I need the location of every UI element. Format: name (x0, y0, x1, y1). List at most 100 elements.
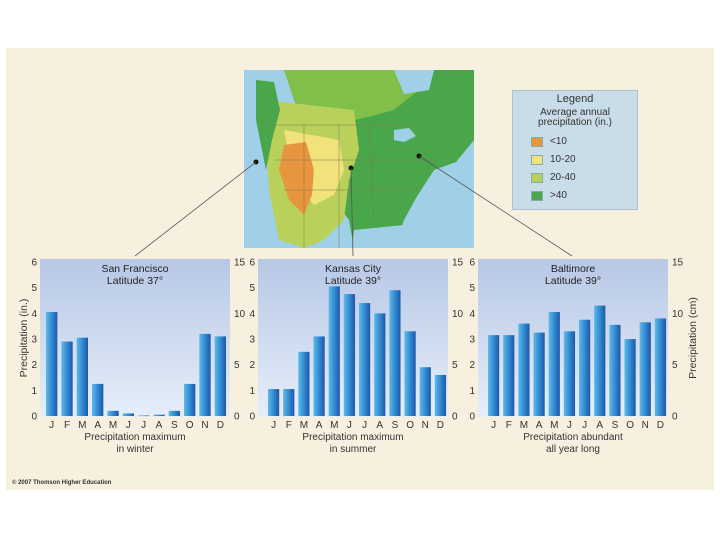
bar-M-4 (328, 286, 340, 416)
y-tick-label-cm: 15 (452, 258, 464, 269)
bar-J-6 (578, 319, 591, 416)
bar-D-11 (654, 318, 667, 416)
legend-item-label: <10 (550, 136, 567, 147)
x-tick-label: O (406, 420, 414, 431)
map-great-lakes (394, 128, 416, 142)
y-tick-label-in: 2 (469, 360, 475, 371)
y-tick-label-in: 0 (469, 412, 475, 423)
y-tick-label-cm: 5 (452, 360, 458, 371)
chart-subtitle: Latitude 39° (545, 275, 601, 287)
x-tick-label: S (171, 420, 178, 431)
bar-O-9 (183, 383, 196, 416)
bar-J-6 (358, 303, 371, 416)
map-hudson-bay (394, 70, 434, 94)
bar-J-6 (137, 415, 150, 417)
bar-N-10 (419, 367, 431, 416)
legend-item-label: 20-40 (550, 172, 576, 183)
y-tick-label-in: 2 (31, 360, 37, 371)
x-tick-label: M (300, 420, 308, 431)
y-tick-label-in: 4 (469, 309, 475, 320)
y-tick-label-cm: 10 (452, 309, 464, 320)
x-tick-label: A (376, 420, 383, 431)
y-tick-label-in: 5 (469, 283, 475, 294)
y-tick-label-in: 5 (249, 283, 255, 294)
x-tick-label: N (422, 420, 429, 431)
bar-F-1 (283, 389, 295, 416)
bar-J-5 (343, 294, 356, 416)
x-tick-label: A (316, 420, 323, 431)
bar-N-10 (199, 333, 211, 416)
bar-J-0 (487, 335, 500, 416)
map-connector-lines (134, 155, 573, 257)
x-tick-label: D (437, 420, 444, 431)
y-tick-label-in: 4 (249, 309, 255, 320)
bar-S-8 (168, 410, 181, 416)
x-tick-label: J (141, 420, 146, 431)
legend-subtitle: Average annual precipitation (in.) (538, 107, 612, 128)
bar-M-2 (76, 337, 89, 416)
x-tick-label: J (567, 420, 572, 431)
x-axis-label: Precipitation abundant (523, 432, 623, 443)
y-tick-label-cm: 10 (234, 309, 246, 320)
y-tick-label-cm: 5 (234, 360, 240, 371)
chart-subtitle: Latitude 37° (107, 275, 163, 287)
right-axis-label: Precipitation (cm) (687, 297, 699, 379)
y-tick-label-cm: 0 (234, 412, 240, 423)
y-tick-label-in: 6 (249, 258, 255, 269)
y-tick-label-in: 3 (249, 335, 255, 346)
north-america-precipitation-map (244, 70, 474, 248)
chart-title: San Francisco (101, 263, 168, 275)
x-tick-label: F (64, 420, 70, 431)
x-tick-label: A (94, 420, 101, 431)
copyright-caption: © 2007 Thomson Higher Education (12, 480, 112, 486)
x-tick-label: J (491, 420, 496, 431)
connector-san-francisco (134, 161, 257, 257)
y-tick-label-in: 6 (31, 258, 37, 269)
bar-M-4 (107, 410, 119, 416)
x-tick-label: M (109, 420, 117, 431)
y-tick-label-in: 6 (469, 258, 475, 269)
bar-S-8 (389, 290, 401, 416)
x-tick-label: M (78, 420, 86, 431)
x-axis-label: Precipitation maximum (84, 432, 185, 443)
y-tick-label-in: 3 (31, 335, 37, 346)
y-tick-label-cm: 10 (672, 309, 684, 320)
bar-S-8 (609, 324, 621, 416)
x-axis-label: Precipitation maximum (302, 432, 403, 443)
bar-D-11 (214, 336, 227, 416)
x-tick-label: A (156, 420, 163, 431)
bar-A-3 (91, 383, 104, 416)
bar-A-3 (313, 336, 325, 416)
legend-item-label: 10-20 (550, 154, 576, 165)
y-tick-label-cm: 5 (672, 360, 678, 371)
chart-subtitle: Latitude 39° (325, 275, 381, 287)
map-state-borders (264, 124, 434, 248)
x-tick-label: F (506, 420, 512, 431)
y-tick-label-in: 0 (249, 412, 255, 423)
x-axis-label-line2: in winter (116, 444, 154, 455)
bar-J-5 (122, 413, 135, 416)
bar-F-1 (61, 341, 73, 416)
y-tick-label-cm: 15 (672, 258, 684, 269)
x-tick-label: S (392, 420, 399, 431)
x-tick-label: J (582, 420, 587, 431)
x-tick-label: D (217, 420, 224, 431)
bar-J-0 (267, 389, 280, 416)
y-tick-label-in: 2 (249, 360, 255, 371)
y-tick-label-in: 1 (249, 386, 255, 397)
legend-item-label: >40 (550, 190, 567, 201)
y-tick-label-in: 4 (31, 309, 37, 320)
bar-A-7 (374, 313, 386, 416)
x-tick-label: S (612, 420, 619, 431)
connector-kansas-city (350, 167, 354, 257)
x-tick-label: A (536, 420, 543, 431)
y-tick-label-in: 1 (31, 386, 37, 397)
y-tick-label-cm: 0 (672, 412, 678, 423)
x-tick-label: M (550, 420, 558, 431)
bar-J-0 (45, 312, 58, 416)
x-tick-label: O (626, 420, 634, 431)
legend-title: Legend (556, 93, 594, 105)
